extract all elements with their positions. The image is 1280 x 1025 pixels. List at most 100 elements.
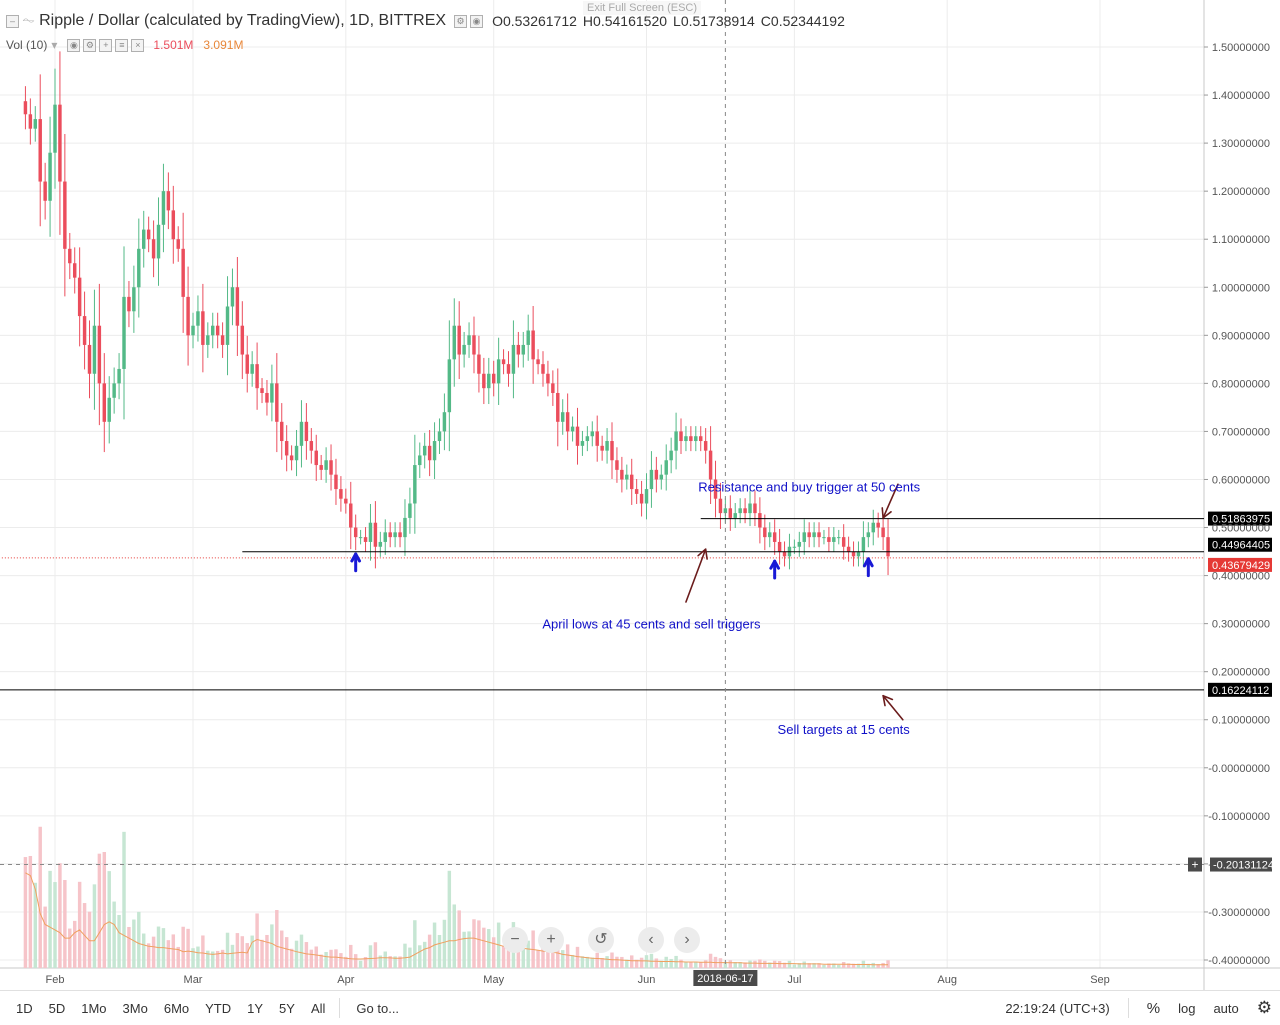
timeframe-ytd[interactable]: YTD <box>205 1000 232 1016</box>
chart-type-icon[interactable]: ⏦ <box>22 12 36 29</box>
zoom-out-button[interactable]: − <box>502 927 528 953</box>
candle-body <box>496 359 501 384</box>
volume-bar <box>851 963 856 968</box>
candle-body <box>610 441 614 461</box>
gear-icon[interactable]: ⚙ <box>1256 998 1272 1017</box>
volume-bar <box>363 957 368 968</box>
collapse-icon[interactable]: – <box>6 14 19 28</box>
volume-bar <box>639 957 644 968</box>
volume-bar <box>516 943 521 968</box>
candle-body <box>48 152 52 201</box>
price-axis[interactable]: 0.51863975 0.44964405 0.43679429 0.16224112… <box>1204 42 1272 967</box>
volume-bar <box>787 960 792 968</box>
bottom-right-controls: 22:19:24 (UTC+3) % log auto ⚙ <box>1005 991 1272 1025</box>
candle-body <box>432 441 437 461</box>
auto-toggle[interactable]: auto <box>1213 1000 1239 1016</box>
horizontal-lines[interactable] <box>0 518 1204 691</box>
volume-bar <box>334 949 338 968</box>
candle-body <box>220 335 225 345</box>
volume-bar <box>48 870 52 968</box>
timeframe-5d[interactable]: 5D <box>48 1000 66 1016</box>
axis-tick-label: 1.30000000 <box>1212 138 1270 150</box>
price-label: 0.44964405 <box>1212 540 1270 552</box>
volume-bar <box>314 946 318 968</box>
candle-body <box>856 551 861 557</box>
arrow-head <box>350 552 362 563</box>
candle-body <box>728 508 733 518</box>
symbol-legend: – ⏦ Ripple / Dollar (calculated by Tradi… <box>6 12 845 30</box>
close-icon[interactable]: × <box>131 38 145 52</box>
reset-button[interactable]: ↺ <box>588 927 614 953</box>
candle-body <box>881 527 885 538</box>
price-label: 0.51863975 <box>1212 514 1270 526</box>
axis-tick-label: 1.40000000 <box>1212 90 1270 102</box>
candle-body <box>565 412 570 432</box>
candle-body <box>861 537 866 552</box>
volume-bar <box>201 935 205 968</box>
timeframe-1mo[interactable]: 1Mo <box>81 1000 107 1016</box>
timeframe-6mo[interactable]: 6Mo <box>163 1000 190 1016</box>
volume-bar <box>265 934 269 968</box>
volume-bar <box>777 961 782 968</box>
candle-body <box>314 450 318 466</box>
grid-lines <box>0 0 1280 990</box>
candle-body <box>462 344 466 355</box>
candle-body <box>186 296 190 336</box>
volume-bar <box>171 934 176 968</box>
timeframe-1d[interactable]: 1D <box>16 1000 33 1016</box>
candle-body <box>487 373 491 389</box>
candle-body <box>72 263 77 278</box>
timeframe-1y[interactable]: 1Y <box>247 1000 264 1016</box>
volume-bar <box>699 961 703 968</box>
candle-body <box>215 325 220 336</box>
add-icon[interactable]: + <box>99 38 113 52</box>
candle-body <box>270 383 274 403</box>
divider <box>339 998 341 1018</box>
more-icon[interactable]: ≡ <box>115 38 129 52</box>
volume-bar <box>807 963 811 968</box>
dropdown-icon[interactable]: ▾ <box>51 38 58 52</box>
candle-body <box>403 517 407 538</box>
time-tick-label: Sep <box>1090 974 1110 986</box>
timeframe-3mo[interactable]: 3Mo <box>122 1000 148 1016</box>
zoom-in-button[interactable]: + <box>538 927 564 953</box>
axis-tick-label: 0.30000000 <box>1212 619 1270 631</box>
divider <box>1127 998 1129 1018</box>
percent-toggle[interactable]: % <box>1146 999 1161 1017</box>
eye-icon[interactable]: ◉ <box>470 14 484 28</box>
candle-body <box>132 287 136 312</box>
volume-bar <box>560 950 565 968</box>
scroll-left-button[interactable]: ‹ <box>638 927 664 953</box>
time-axis[interactable]: Feb Mar Apr May Jun Jul Aug Sep <box>46 974 1110 986</box>
candle-body <box>748 503 752 514</box>
candle-body <box>802 532 806 542</box>
candle-body <box>590 431 595 437</box>
volume-bar <box>837 964 841 968</box>
price-label: 0.43679429 <box>1212 560 1270 572</box>
volume-bar <box>491 937 496 968</box>
timeframe-5y[interactable]: 5Y <box>279 1000 295 1016</box>
candle-body <box>201 311 205 345</box>
crosshair-price-label: -0.20131124 <box>1213 860 1274 872</box>
candle-body <box>117 368 121 384</box>
candle-body <box>782 551 787 557</box>
log-toggle[interactable]: log <box>1178 1000 1196 1016</box>
goto-button[interactable]: Go to... <box>356 1000 400 1016</box>
clock: 22:19:24 (UTC+3) <box>1005 1000 1110 1016</box>
volume-bar <box>368 945 373 968</box>
candle-body <box>324 460 328 470</box>
candle-body <box>457 325 461 355</box>
candle-body <box>275 383 279 422</box>
volume-bar <box>181 926 185 968</box>
timeframe-all[interactable]: All <box>310 1000 326 1016</box>
volume-bar <box>102 852 107 968</box>
candle-body <box>797 541 802 547</box>
arrow-shaft <box>685 548 707 603</box>
price-chart[interactable]: Resistance and buy trigger at 50 cents Ap… <box>0 0 1280 990</box>
settings-icon[interactable]: ⚙ <box>454 14 468 28</box>
settings-icon[interactable]: ⚙ <box>83 38 97 52</box>
scroll-right-button[interactable]: › <box>674 927 700 953</box>
candle-body <box>639 493 644 504</box>
candle-body <box>699 436 703 442</box>
eye-icon[interactable]: ◉ <box>67 38 81 52</box>
